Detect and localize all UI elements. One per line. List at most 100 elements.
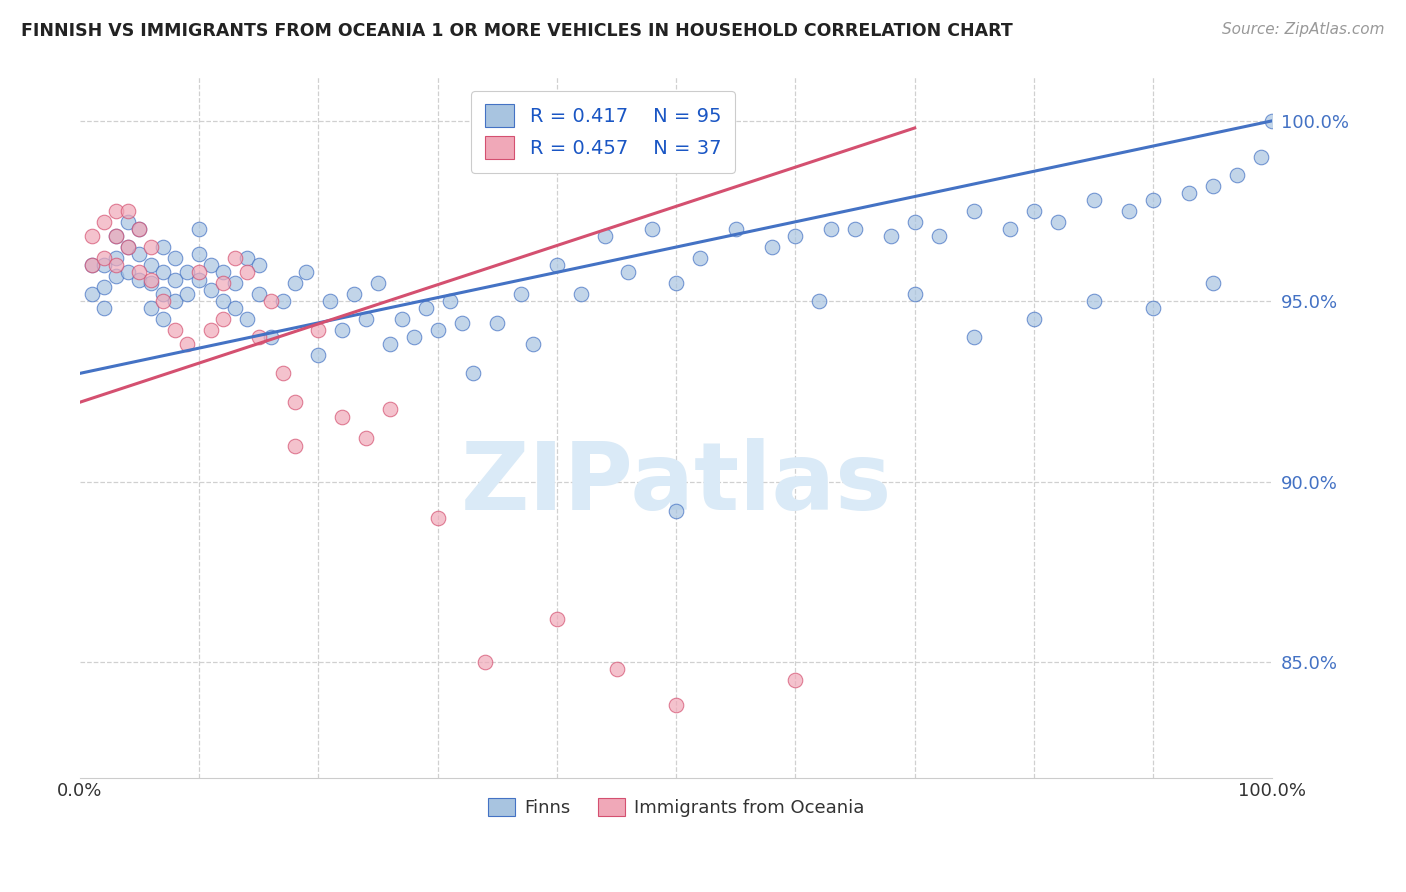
Point xyxy=(761,240,783,254)
Point xyxy=(439,294,461,309)
Point xyxy=(200,258,222,272)
Point xyxy=(260,330,283,344)
Point xyxy=(1022,204,1045,219)
Point xyxy=(128,222,150,236)
Point xyxy=(665,503,688,517)
Point xyxy=(785,673,807,687)
Point xyxy=(200,323,222,337)
Point xyxy=(378,337,401,351)
Point xyxy=(128,272,150,286)
Point xyxy=(378,402,401,417)
Point xyxy=(104,229,127,244)
Point xyxy=(307,323,329,337)
Point xyxy=(104,251,127,265)
Point xyxy=(963,204,986,219)
Point xyxy=(1202,178,1225,193)
Point xyxy=(1142,193,1164,207)
Point xyxy=(1022,312,1045,326)
Point xyxy=(463,367,485,381)
Point xyxy=(117,265,139,279)
Point xyxy=(212,312,235,326)
Point xyxy=(176,265,198,279)
Point xyxy=(176,337,198,351)
Point xyxy=(236,265,259,279)
Point xyxy=(165,294,187,309)
Point xyxy=(606,662,628,676)
Point xyxy=(820,222,842,236)
Point xyxy=(474,655,496,669)
Point xyxy=(426,510,449,524)
Point xyxy=(224,301,246,316)
Point xyxy=(283,438,305,452)
Text: Source: ZipAtlas.com: Source: ZipAtlas.com xyxy=(1222,22,1385,37)
Point xyxy=(546,258,568,272)
Point xyxy=(247,330,270,344)
Point xyxy=(522,337,544,351)
Point xyxy=(212,276,235,290)
Point xyxy=(80,258,103,272)
Point xyxy=(283,395,305,409)
Point xyxy=(1046,215,1069,229)
Point xyxy=(295,265,318,279)
Point xyxy=(128,265,150,279)
Point xyxy=(104,258,127,272)
Point xyxy=(128,222,150,236)
Point xyxy=(141,258,163,272)
Point xyxy=(188,265,211,279)
Point xyxy=(593,229,616,244)
Point xyxy=(141,272,163,286)
Point xyxy=(546,612,568,626)
Point xyxy=(569,287,592,301)
Point xyxy=(665,276,688,290)
Point xyxy=(641,222,664,236)
Point xyxy=(486,316,509,330)
Point xyxy=(319,294,342,309)
Point xyxy=(330,409,353,424)
Point xyxy=(402,330,425,344)
Point xyxy=(117,240,139,254)
Point xyxy=(808,294,831,309)
Point xyxy=(617,265,640,279)
Point xyxy=(1250,150,1272,164)
Point xyxy=(998,222,1021,236)
Point xyxy=(1178,186,1201,200)
Point xyxy=(212,294,235,309)
Point xyxy=(212,265,235,279)
Point xyxy=(141,240,163,254)
Point xyxy=(450,316,472,330)
Point xyxy=(224,251,246,265)
Text: ZIPatlas: ZIPatlas xyxy=(461,437,891,530)
Point xyxy=(80,287,103,301)
Point xyxy=(354,431,377,445)
Point xyxy=(271,367,294,381)
Point xyxy=(176,287,198,301)
Point xyxy=(224,276,246,290)
Point xyxy=(880,229,903,244)
Point xyxy=(117,215,139,229)
Point xyxy=(928,229,950,244)
Point xyxy=(93,251,115,265)
Point xyxy=(80,258,103,272)
Point xyxy=(152,312,174,326)
Point xyxy=(93,301,115,316)
Point xyxy=(117,240,139,254)
Point xyxy=(128,247,150,261)
Point xyxy=(1142,301,1164,316)
Point xyxy=(391,312,413,326)
Point xyxy=(188,272,211,286)
Point xyxy=(141,301,163,316)
Point xyxy=(415,301,437,316)
Point xyxy=(165,323,187,337)
Text: FINNISH VS IMMIGRANTS FROM OCEANIA 1 OR MORE VEHICLES IN HOUSEHOLD CORRELATION C: FINNISH VS IMMIGRANTS FROM OCEANIA 1 OR … xyxy=(21,22,1012,40)
Point xyxy=(104,229,127,244)
Point xyxy=(117,204,139,219)
Point xyxy=(785,229,807,244)
Point xyxy=(1083,294,1105,309)
Point xyxy=(104,204,127,219)
Point xyxy=(330,323,353,337)
Point xyxy=(904,215,927,229)
Point xyxy=(93,215,115,229)
Point xyxy=(152,287,174,301)
Point xyxy=(904,287,927,301)
Point xyxy=(188,222,211,236)
